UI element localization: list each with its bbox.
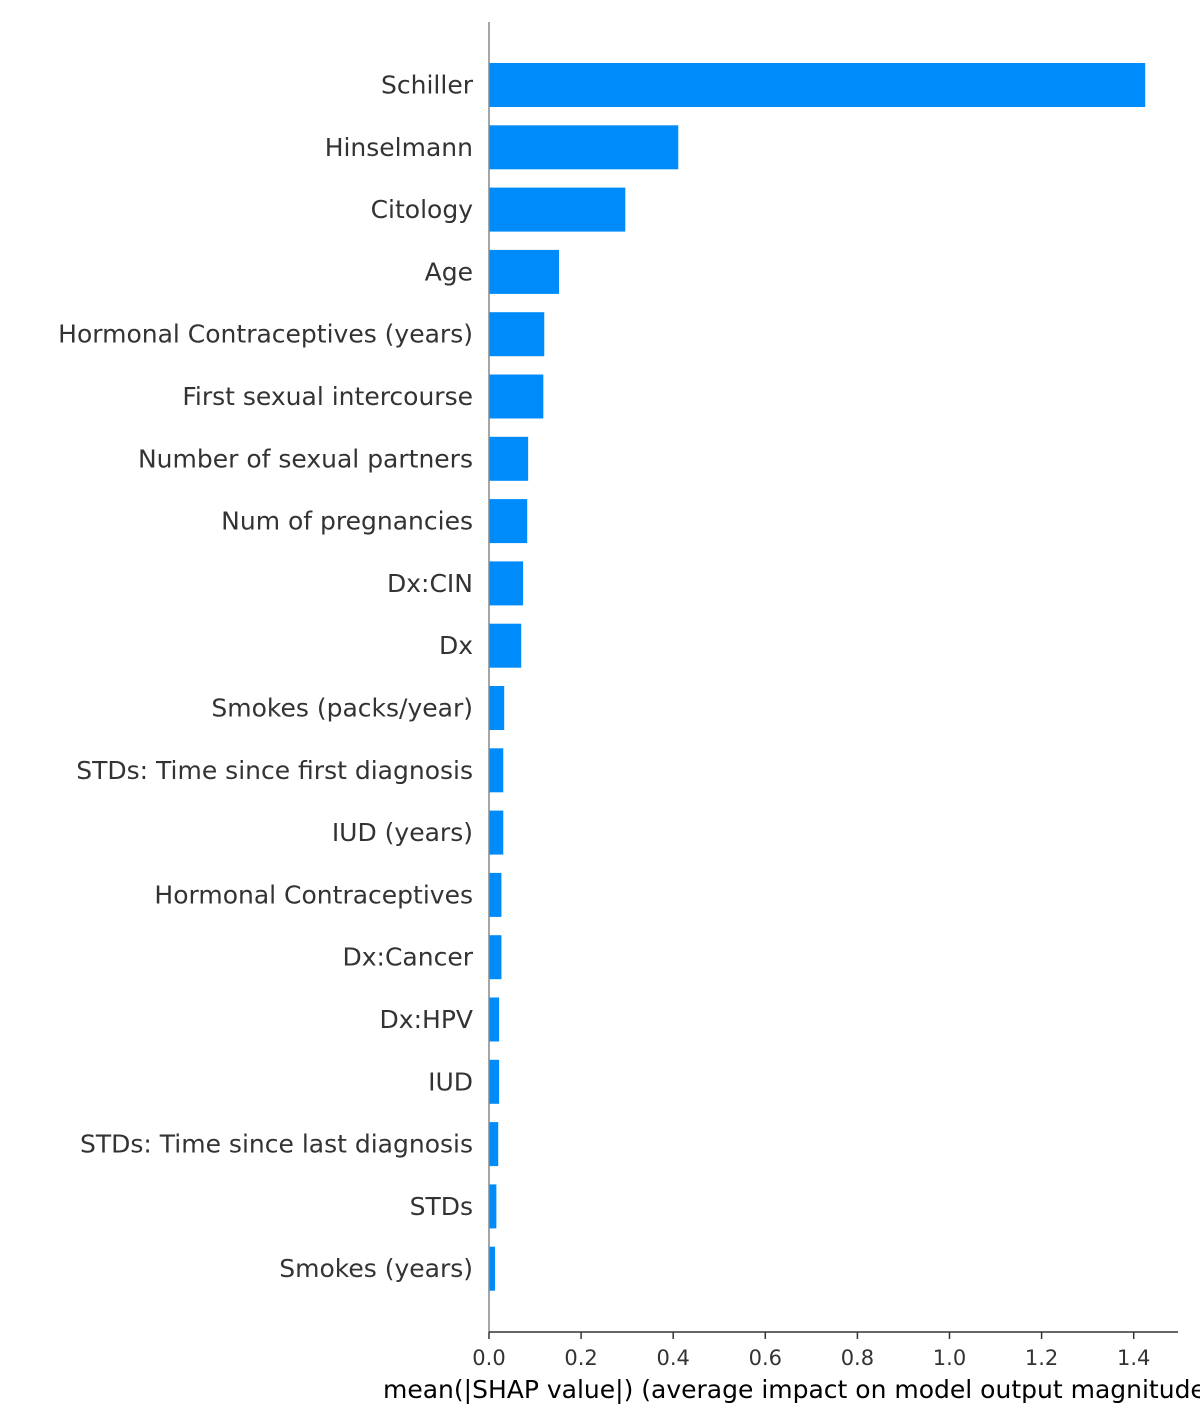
feature-label: Num of pregnancies	[221, 507, 473, 536]
bar-17	[489, 1122, 499, 1167]
x-tick-label: 0.8	[841, 1346, 874, 1370]
feature-label: STDs: Time since first diagnosis	[76, 756, 473, 785]
x-tick-label: 1.0	[933, 1346, 966, 1370]
feature-label: Hormonal Contraceptives	[154, 880, 473, 909]
x-axis-title: mean(|SHAP value|) (average impact on mo…	[383, 1375, 1200, 1404]
feature-label: Age	[425, 257, 473, 286]
x-tick-label: 1.4	[1117, 1346, 1150, 1370]
x-tick-label: 1.2	[1025, 1346, 1058, 1370]
feature-label: Hinselmann	[325, 133, 473, 162]
bar-5	[489, 374, 544, 419]
feature-label: IUD	[428, 1067, 473, 1096]
feature-label: Dx:CIN	[387, 569, 473, 598]
feature-label: IUD (years)	[332, 818, 473, 847]
feature-label: Dx:Cancer	[343, 943, 474, 972]
bars-group	[489, 63, 1146, 1291]
feature-label: STDs	[410, 1192, 473, 1221]
bar-10	[489, 686, 505, 730]
feature-label: Dx	[439, 631, 473, 660]
bar-2	[489, 187, 626, 232]
feature-label: STDs: Time since last diagnosis	[80, 1130, 473, 1159]
bar-4	[489, 312, 545, 357]
feature-label: First sexual intercourse	[182, 382, 473, 411]
feature-label: Smokes (years)	[279, 1254, 473, 1283]
bar-13	[489, 872, 502, 917]
bar-12	[489, 810, 504, 855]
bar-0	[489, 63, 1146, 107]
x-tick-label: 0.0	[472, 1346, 505, 1370]
x-ticks-group: 0.0 0.2 0.4 0.6 0.8 1.0 1.2 1.4	[472, 1332, 1150, 1370]
bar-9	[489, 623, 522, 668]
bar-7	[489, 499, 528, 544]
feature-label: Citology	[371, 195, 474, 224]
feature-labels-group: Schiller Hinselmann Citology Age Hormonal Co…	[58, 71, 474, 1284]
feature-label: Schiller	[381, 71, 474, 100]
bar-19	[489, 1246, 495, 1291]
feature-label: Dx:HPV	[380, 1005, 473, 1034]
bar-11	[489, 748, 504, 793]
x-tick-label: 0.4	[656, 1346, 689, 1370]
bar-18	[489, 1184, 497, 1229]
x-tick-label: 0.2	[564, 1346, 597, 1370]
bar-3	[489, 249, 559, 294]
bar-8	[489, 561, 524, 606]
bar-14	[489, 935, 502, 980]
bar-16	[489, 1059, 500, 1104]
feature-label: Number of sexual partners	[138, 444, 473, 473]
bar-6	[489, 436, 529, 481]
feature-label: Hormonal Contraceptives (years)	[58, 320, 473, 349]
feature-label: Smokes (packs/year)	[211, 694, 473, 723]
bar-1	[489, 125, 679, 170]
x-tick-label: 0.6	[749, 1346, 782, 1370]
bar-15	[489, 997, 500, 1042]
